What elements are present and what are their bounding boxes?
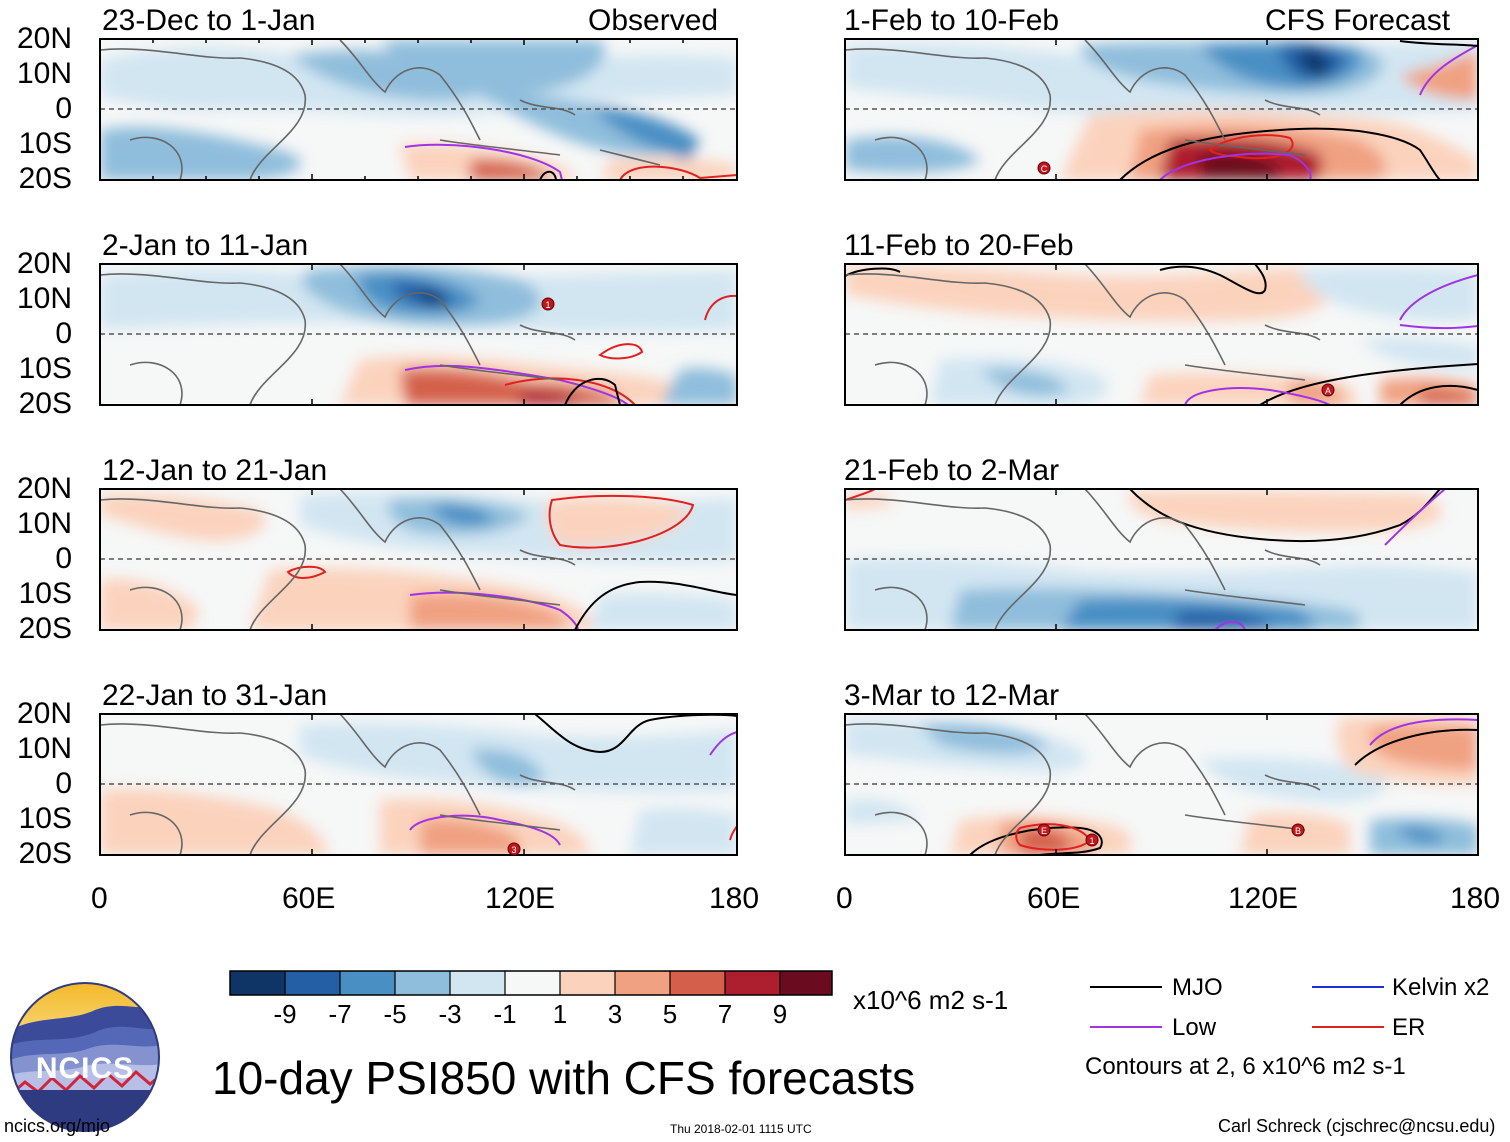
legend-label-er: ER [1392, 1014, 1426, 1041]
colorbar-label: -3 [438, 999, 462, 1029]
storm-marker-label: B [1295, 826, 1301, 836]
lat-label: 0 [55, 92, 72, 125]
lat-label: 10N [16, 57, 72, 90]
colorbar-label: 9 [772, 999, 788, 1029]
storm-marker-label: 1 [1089, 836, 1094, 846]
colorbar-label: -7 [328, 999, 352, 1029]
legend-label-kelvin: Kelvin x2 [1392, 974, 1490, 1001]
panel-title: 11-Feb to 20-Feb [844, 229, 1074, 262]
lat-label: 20S [18, 162, 72, 195]
cfs-forecast-label: CFS Forecast [1265, 4, 1451, 37]
panel-title: 22-Jan to 31-Jan [102, 679, 328, 712]
colorbar-swatch [395, 971, 450, 995]
lat-label: 10N [16, 282, 72, 315]
storm-marker-label: A [1325, 386, 1331, 396]
lat-label: 10S [18, 802, 72, 835]
panel-title: 1-Feb to 10-Feb [844, 4, 1060, 37]
figure-title: 10-day PSI850 with CFS forecasts [212, 1052, 916, 1104]
colorbar-swatch [780, 971, 832, 995]
colorbar [229, 970, 833, 996]
storm-marker-1b: 1 [1085, 833, 1099, 847]
lat-label: 20N [16, 22, 72, 55]
legend-note: Contours at 2, 6 x10^6 m2 s-1 [1085, 1053, 1406, 1080]
lon-label: 60E [1027, 882, 1081, 915]
legend-lines [1090, 986, 1384, 1028]
colorbar-units: x10^6 m2 s-1 [853, 985, 1009, 1015]
colorbar-swatch [230, 971, 285, 995]
footer-credit: Carl Schreck (cjschrec@ncsu.edu) [1218, 1116, 1496, 1136]
colorbar-swatch [450, 971, 505, 995]
lat-label: 20S [18, 387, 72, 420]
colorbar-swatch [505, 971, 560, 995]
storm-marker-label: 1 [545, 300, 550, 310]
colorbar-label: 5 [662, 999, 678, 1029]
lat-label: 10N [16, 507, 72, 540]
map-panel-forecast-1 [844, 38, 1479, 181]
map-panel-forecast-2 [844, 263, 1479, 406]
lat-label: 20N [16, 247, 72, 280]
storm-marker-C: C [1037, 161, 1051, 175]
lat-label: 10N [16, 732, 72, 765]
map-panel-observed-3 [99, 488, 738, 631]
colorbar-swatch [725, 971, 780, 995]
map-panel-forecast-4 [844, 713, 1479, 856]
lat-label: 10S [18, 577, 72, 610]
colorbar-label: 1 [552, 999, 568, 1029]
lat-label: 0 [55, 317, 72, 350]
colorbar-swatch [615, 971, 670, 995]
panel-title: 21-Feb to 2-Mar [844, 454, 1060, 487]
panel-title: 2-Jan to 11-Jan [102, 229, 309, 262]
panel-title: 3-Mar to 12-Mar [844, 679, 1060, 712]
colorbar-swatch [560, 971, 615, 995]
axis-ticks [99, 39, 1479, 855]
legend-label-low: Low [1172, 1014, 1217, 1041]
storm-marker-1: 1 [541, 297, 555, 311]
lon-label: 180 [709, 882, 760, 915]
lon-label: 120E [1228, 882, 1299, 915]
lat-label: 10S [18, 352, 72, 385]
lat-label: 20S [18, 837, 72, 870]
colorbar-swatch [285, 971, 340, 995]
panel-title: 23-Dec to 1-Jan [102, 4, 316, 37]
footer-timestamp: Thu 2018-02-01 1115 UTC [670, 1122, 812, 1136]
observed-label: Observed [588, 4, 719, 37]
map-panel-forecast-3 [844, 488, 1479, 631]
lon-label: 180 [1450, 882, 1501, 915]
storm-marker-label: E [1041, 826, 1047, 836]
colorbar-swatch [670, 971, 725, 995]
colorbar-label: -9 [273, 999, 297, 1029]
colorbar-label: 7 [717, 999, 733, 1029]
storm-marker-E: E [1037, 823, 1051, 837]
lat-label: 20N [16, 697, 72, 730]
lat-label: 0 [55, 767, 72, 800]
lat-label: 0 [55, 542, 72, 575]
logo-text: NCICS [36, 1052, 134, 1085]
lat-label: 20N [16, 472, 72, 505]
lon-label: 0 [836, 882, 853, 915]
storm-marker-label: C [1041, 164, 1048, 174]
lon-label: 0 [91, 882, 108, 915]
storm-marker-label: 3 [511, 845, 516, 855]
colorbar-label: 3 [607, 999, 623, 1029]
lon-label: 120E [485, 882, 556, 915]
colorbar-swatch [340, 971, 395, 995]
lon-label: 60E [282, 882, 336, 915]
panel-title: 12-Jan to 21-Jan [102, 454, 328, 487]
map-panel-observed-2 [99, 263, 738, 406]
lat-label: 10S [18, 127, 72, 160]
footer-url[interactable]: ncics.org/mjo [4, 1116, 111, 1136]
map-panel-observed-4 [99, 713, 738, 856]
legend-label-mjo: MJO [1172, 974, 1223, 1001]
ncics-logo: NCICS [10, 982, 160, 1132]
colorbar-label: -1 [493, 999, 517, 1029]
storm-marker-3: 3 [507, 842, 521, 856]
lat-label: 20S [18, 612, 72, 645]
storm-marker-B: B [1291, 823, 1305, 837]
map-panel-observed-1 [99, 38, 738, 181]
storm-marker-A: A [1321, 383, 1335, 397]
colorbar-label: -5 [383, 999, 407, 1029]
